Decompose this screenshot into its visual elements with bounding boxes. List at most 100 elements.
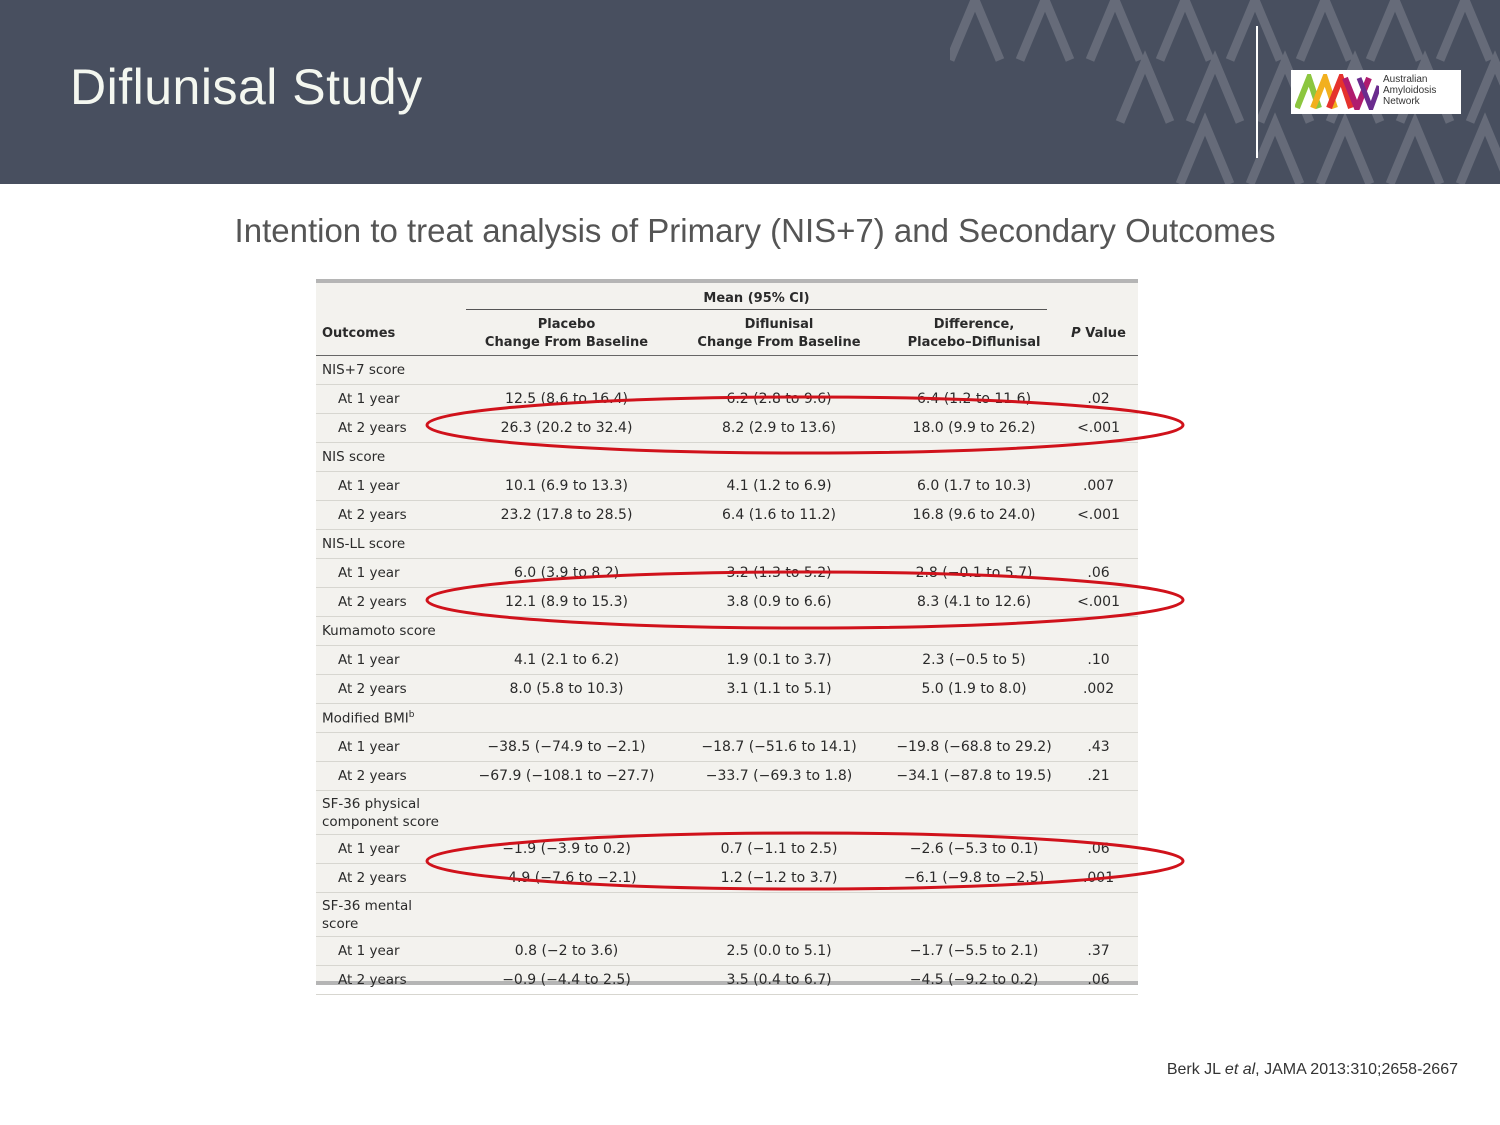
col-header-diflunisal-line1: Diflunisal (744, 317, 814, 332)
row-label: At 2 years (316, 587, 464, 617)
header-divider (1256, 26, 1258, 158)
header-watermark-pattern (950, 0, 1500, 184)
citation-etal: et al (1224, 1061, 1256, 1078)
citation-journal: , JAMA 2013:310;2658-2667 (1255, 1061, 1458, 1078)
logo-line-2: Amyloidosis (1383, 85, 1437, 96)
row-label: At 2 years (316, 965, 464, 995)
cell-difference: −2.6 (−5.3 to 0.1) (889, 834, 1060, 864)
table-row: At 1 year −38.5 (−74.9 to −2.1) −18.7 (−… (316, 732, 1139, 762)
cell-placebo: 23.2 (17.8 to 28.5) (464, 500, 669, 530)
cell-difference: −4.5 (−9.2 to 0.2) (889, 965, 1060, 995)
table-row: At 1 year 4.1 (2.1 to 6.2) 1.9 (0.1 to 3… (316, 645, 1139, 675)
col-header-p-word: Value (1080, 326, 1126, 341)
row-label: At 2 years (316, 863, 464, 893)
cell-difference: 5.0 (1.9 to 8.0) (889, 674, 1060, 704)
table-row: At 2 years 8.0 (5.8 to 10.3) 3.1 (1.1 to… (316, 674, 1139, 704)
col-header-difference: Difference, Placebo–Diflunisal (889, 313, 1059, 356)
section-name: NIS-LL score (316, 529, 1139, 559)
cell-difference: 6.0 (1.7 to 10.3) (889, 471, 1060, 501)
section-name: NIS score (316, 442, 1139, 472)
section-name-text: Modified BMI (322, 710, 409, 727)
cell-placebo: 12.1 (8.9 to 15.3) (464, 587, 669, 617)
table-row: At 1 year 12.5 (8.6 to 16.4) 6.2 (2.8 to… (316, 384, 1139, 414)
row-label: At 2 years (316, 413, 464, 443)
logo-line-1: Australian (1383, 74, 1428, 85)
cell-placebo: 12.5 (8.6 to 16.4) (464, 384, 669, 414)
group-header-mean-ci: Mean (95% CI) (466, 287, 1048, 310)
row-label: At 1 year (316, 936, 464, 966)
cell-difference: −6.1 (−9.8 to −2.5) (889, 863, 1060, 893)
section-name: Modified BMIb (316, 703, 1139, 733)
section-row-nis-ll: NIS-LL score (316, 529, 1139, 559)
table-row: At 1 year 10.1 (6.9 to 13.3) 4.1 (1.2 to… (316, 471, 1139, 501)
cell-p-value: .21 (1059, 761, 1139, 791)
cell-placebo: −1.9 (−3.9 to 0.2) (464, 834, 669, 864)
results-table-figure: Mean (95% CI) Outcomes Placebo Change Fro… (316, 279, 1139, 995)
cell-p-value: .06 (1059, 965, 1139, 995)
aan-logo-text: Australian Amyloidosis Network (1383, 74, 1459, 107)
table-row: At 2 years −4.9 (−7.6 to −2.1) 1.2 (−1.2… (316, 863, 1139, 893)
section-name-line2: score (322, 915, 359, 932)
section-name: SF-36 mental score (316, 892, 1139, 937)
cell-p-value: <.001 (1059, 413, 1139, 443)
section-name-line1: SF-36 mental (322, 897, 413, 914)
aan-logo: Australian Amyloidosis Network (1291, 70, 1461, 114)
table-row: At 2 years 23.2 (17.8 to 28.5) 6.4 (1.6 … (316, 500, 1139, 530)
col-header-placebo-line2: Change From Baseline (484, 335, 649, 350)
table-row: At 2 years 26.3 (20.2 to 32.4) 8.2 (2.9 … (316, 413, 1139, 443)
row-label: At 2 years (316, 674, 464, 704)
results-table: Mean (95% CI) Outcomes Placebo Change Fro… (316, 283, 1139, 995)
section-name-line2: component score (322, 813, 439, 830)
cell-p-value: .007 (1059, 471, 1139, 501)
col-header-p-letter: P (1071, 326, 1081, 341)
section-row-nis7: NIS+7 score (316, 355, 1139, 385)
cell-diflunisal: 1.9 (0.1 to 3.7) (669, 645, 889, 675)
cell-placebo: 0.8 (−2 to 3.6) (464, 936, 669, 966)
table-row: At 1 year −1.9 (−3.9 to 0.2) 0.7 (−1.1 t… (316, 834, 1139, 864)
cell-placebo: 6.0 (3.9 to 8.2) (464, 558, 669, 588)
col-header-p-value: P Value (1059, 313, 1138, 356)
cell-diflunisal: 6.4 (1.6 to 11.2) (669, 500, 889, 530)
section-row-modified-bmi: Modified BMIb (316, 703, 1139, 733)
cell-diflunisal: 3.5 (0.4 to 6.7) (669, 965, 889, 995)
slide-subtitle: Intention to treat analysis of Primary (… (234, 212, 1276, 249)
cell-difference: 6.4 (1.2 to 11.6) (889, 384, 1060, 414)
row-label: At 1 year (316, 645, 464, 675)
section-row-nis: NIS score (316, 442, 1139, 472)
cell-placebo: −4.9 (−7.6 to −2.1) (464, 863, 669, 893)
col-header-outcomes: Outcomes (322, 326, 396, 341)
cell-difference: 2.3 (−0.5 to 5) (889, 645, 1060, 675)
cell-placebo: −67.9 (−108.1 to −27.7) (464, 761, 669, 791)
row-label: At 1 year (316, 732, 464, 762)
row-label: At 1 year (316, 471, 464, 501)
col-header-placebo: Placebo Change From Baseline (464, 313, 669, 356)
col-header-placebo-line1: Placebo (537, 317, 596, 332)
cell-diflunisal: −18.7 (−51.6 to 14.1) (669, 732, 889, 762)
cell-difference: −1.7 (−5.5 to 2.1) (889, 936, 1060, 966)
section-name: Kumamoto score (316, 616, 1139, 646)
cell-placebo: 4.1 (2.1 to 6.2) (464, 645, 669, 675)
cell-diflunisal: 3.8 (0.9 to 6.6) (669, 587, 889, 617)
row-label: At 1 year (316, 384, 464, 414)
table-column-header-row: Outcomes Placebo Change From Baseline Dif… (316, 313, 1139, 356)
cell-difference: 16.8 (9.6 to 24.0) (889, 500, 1060, 530)
cell-p-value: .37 (1059, 936, 1139, 966)
row-label: At 1 year (316, 558, 464, 588)
col-header-diflunisal-line2: Change From Baseline (697, 335, 861, 350)
cell-difference: 8.3 (4.1 to 12.6) (889, 587, 1060, 617)
section-row-sf36-mental: SF-36 mental score (316, 892, 1139, 937)
table-row: At 2 years −0.9 (−4.4 to 2.5) 3.5 (0.4 t… (316, 965, 1139, 995)
col-header-difference-line1: Difference, (933, 317, 1015, 332)
cell-diflunisal: −33.7 (−69.3 to 1.8) (669, 761, 889, 791)
citation-authors: Berk JL (1166, 1061, 1225, 1078)
cell-difference: 18.0 (9.9 to 26.2) (889, 413, 1060, 443)
section-row-sf36-physical: SF-36 physical component score (316, 790, 1139, 835)
cell-diflunisal: 3.1 (1.1 to 5.1) (669, 674, 889, 704)
cell-p-value: .002 (1059, 674, 1139, 704)
cell-difference: −19.8 (−68.8 to 29.2) (889, 732, 1060, 762)
section-row-kumamoto: Kumamoto score (316, 616, 1139, 646)
col-header-difference-line2: Placebo–Diflunisal (907, 335, 1041, 350)
cell-diflunisal: 4.1 (1.2 to 6.9) (669, 471, 889, 501)
cell-diflunisal: 3.2 (1.3 to 5.2) (669, 558, 889, 588)
cell-placebo: −38.5 (−74.9 to −2.1) (464, 732, 669, 762)
